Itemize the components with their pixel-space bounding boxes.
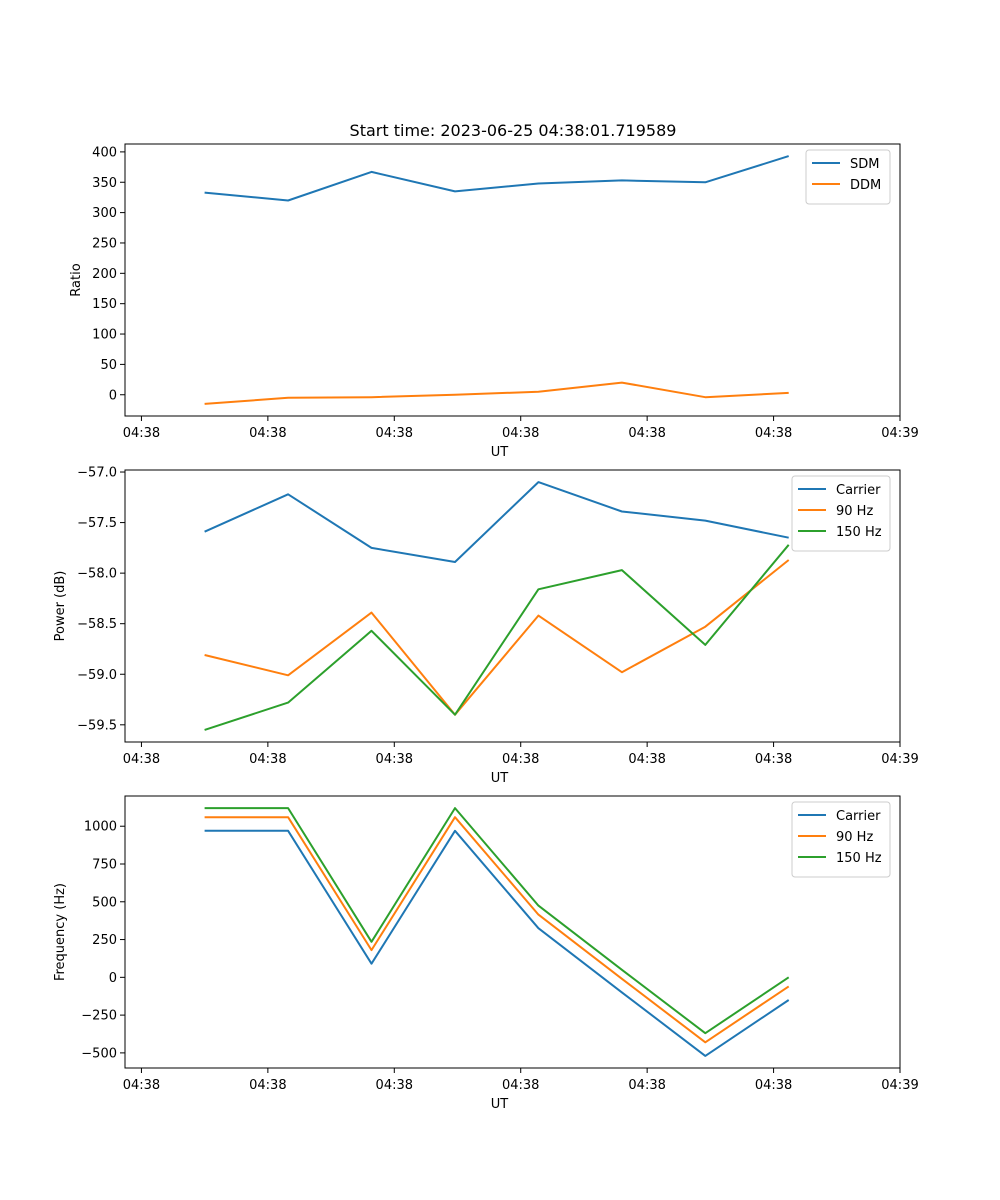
y-axis-label: Power (dB) (53, 571, 68, 642)
y-tick-label: 0 (109, 971, 117, 986)
x-tick-label: 04:38 (628, 752, 665, 767)
y-tick-label: −59.5 (77, 718, 117, 733)
x-tick-label: 04:38 (376, 1078, 413, 1093)
x-tick-label: 04:38 (123, 1078, 160, 1093)
x-tick-label: 04:38 (502, 752, 539, 767)
y-tick-label: 750 (92, 858, 117, 873)
y-tick-label: −250 (81, 1009, 117, 1024)
legend-label: SDM (850, 157, 879, 172)
x-tick-label: 04:38 (502, 426, 539, 441)
legend-label: Carrier (836, 483, 881, 498)
legend-label: Carrier (836, 809, 881, 824)
y-tick-label: 350 (92, 176, 117, 191)
chart-panel-3: 04:38 04:38 04:38 04:38 04:38 04:38 04:39 −500 −… (53, 795, 919, 1112)
y-tick-label: 100 (92, 328, 117, 343)
y-tick-label: 300 (92, 206, 117, 221)
y-tick-label: 0 (109, 388, 117, 403)
legend-label: 150 Hz (836, 851, 882, 866)
x-tick-label: 04:38 (502, 1078, 539, 1093)
x-tick-label: 04:38 (755, 1078, 792, 1093)
x-tick-label: 04:38 (755, 426, 792, 441)
x-axis-label: UT (491, 445, 509, 460)
legend-box (791, 801, 891, 878)
x-tick-label: 04:39 (881, 426, 918, 441)
y-tick-label: 250 (92, 236, 117, 251)
x-tick-label: 04:39 (881, 752, 918, 767)
series-line-150-hz (204, 544, 790, 731)
series-line-ddm (204, 381, 789, 405)
y-tick-label: 500 (92, 895, 117, 910)
x-tick-label: 04:38 (755, 752, 792, 767)
legend: Carrier 90 Hz 150 Hz (791, 475, 891, 552)
y-tick-label: 400 (92, 145, 117, 160)
legend-label: 150 Hz (836, 525, 882, 540)
y-axis-label: Ratio (69, 263, 84, 296)
x-tick-label: 04:38 (376, 752, 413, 767)
legend-label: 90 Hz (836, 830, 873, 845)
x-tick-label: 04:38 (123, 752, 160, 767)
y-tick-label: −58.0 (77, 567, 117, 582)
series-line-carrier (204, 481, 789, 563)
y-tick-label: 200 (92, 267, 117, 282)
y-axis-label: Frequency (Hz) (53, 883, 68, 981)
chart-panel-1: 04:38 04:38 04:38 04:38 04:38 04:38 04:39 0 50 10… (69, 143, 919, 460)
y-tick-label: 150 (92, 297, 117, 312)
x-tick-label: 04:38 (376, 426, 413, 441)
y-tick-label: −59.0 (77, 668, 117, 683)
figure-title: Start time: 2023-06-25 04:38:01.719589 (350, 121, 677, 140)
x-axis-label: UT (491, 771, 509, 786)
x-tick-label: 04:38 (628, 426, 665, 441)
x-tick-label: 04:38 (123, 426, 160, 441)
x-tick-label: 04:38 (628, 1078, 665, 1093)
x-axis-label: UT (491, 1097, 509, 1112)
x-tick-label: 04:38 (249, 426, 286, 441)
series-line-90-hz (204, 816, 790, 1044)
chart-panel-2: 04:38 04:38 04:38 04:38 04:38 04:38 04:39 −59.5… (53, 466, 919, 786)
y-tick-label: −57.0 (77, 466, 117, 481)
x-tick-label: 04:38 (249, 1078, 286, 1093)
legend-box (791, 475, 891, 552)
legend: Carrier 90 Hz 150 Hz (791, 801, 891, 878)
x-tick-label: 04:38 (249, 752, 286, 767)
y-tick-label: 1000 (84, 820, 117, 835)
legend: SDM DDM (805, 149, 891, 205)
series-line-carrier (204, 829, 790, 1057)
legend-label: DDM (850, 178, 881, 193)
y-tick-label: −500 (81, 1046, 117, 1061)
y-tick-label: −57.5 (77, 516, 117, 531)
series-line-sdm (204, 155, 789, 202)
y-tick-label: −58.5 (77, 617, 117, 632)
axes-frame (124, 469, 901, 743)
axes-frame (124, 143, 901, 417)
axes-frame (124, 795, 901, 1069)
x-tick-label: 04:39 (881, 1078, 918, 1093)
series-line-150-hz (204, 807, 790, 1035)
y-tick-label: 50 (100, 358, 117, 373)
legend-label: 90 Hz (836, 504, 873, 519)
y-tick-label: 250 (92, 933, 117, 948)
series-line-90-hz (204, 559, 790, 716)
